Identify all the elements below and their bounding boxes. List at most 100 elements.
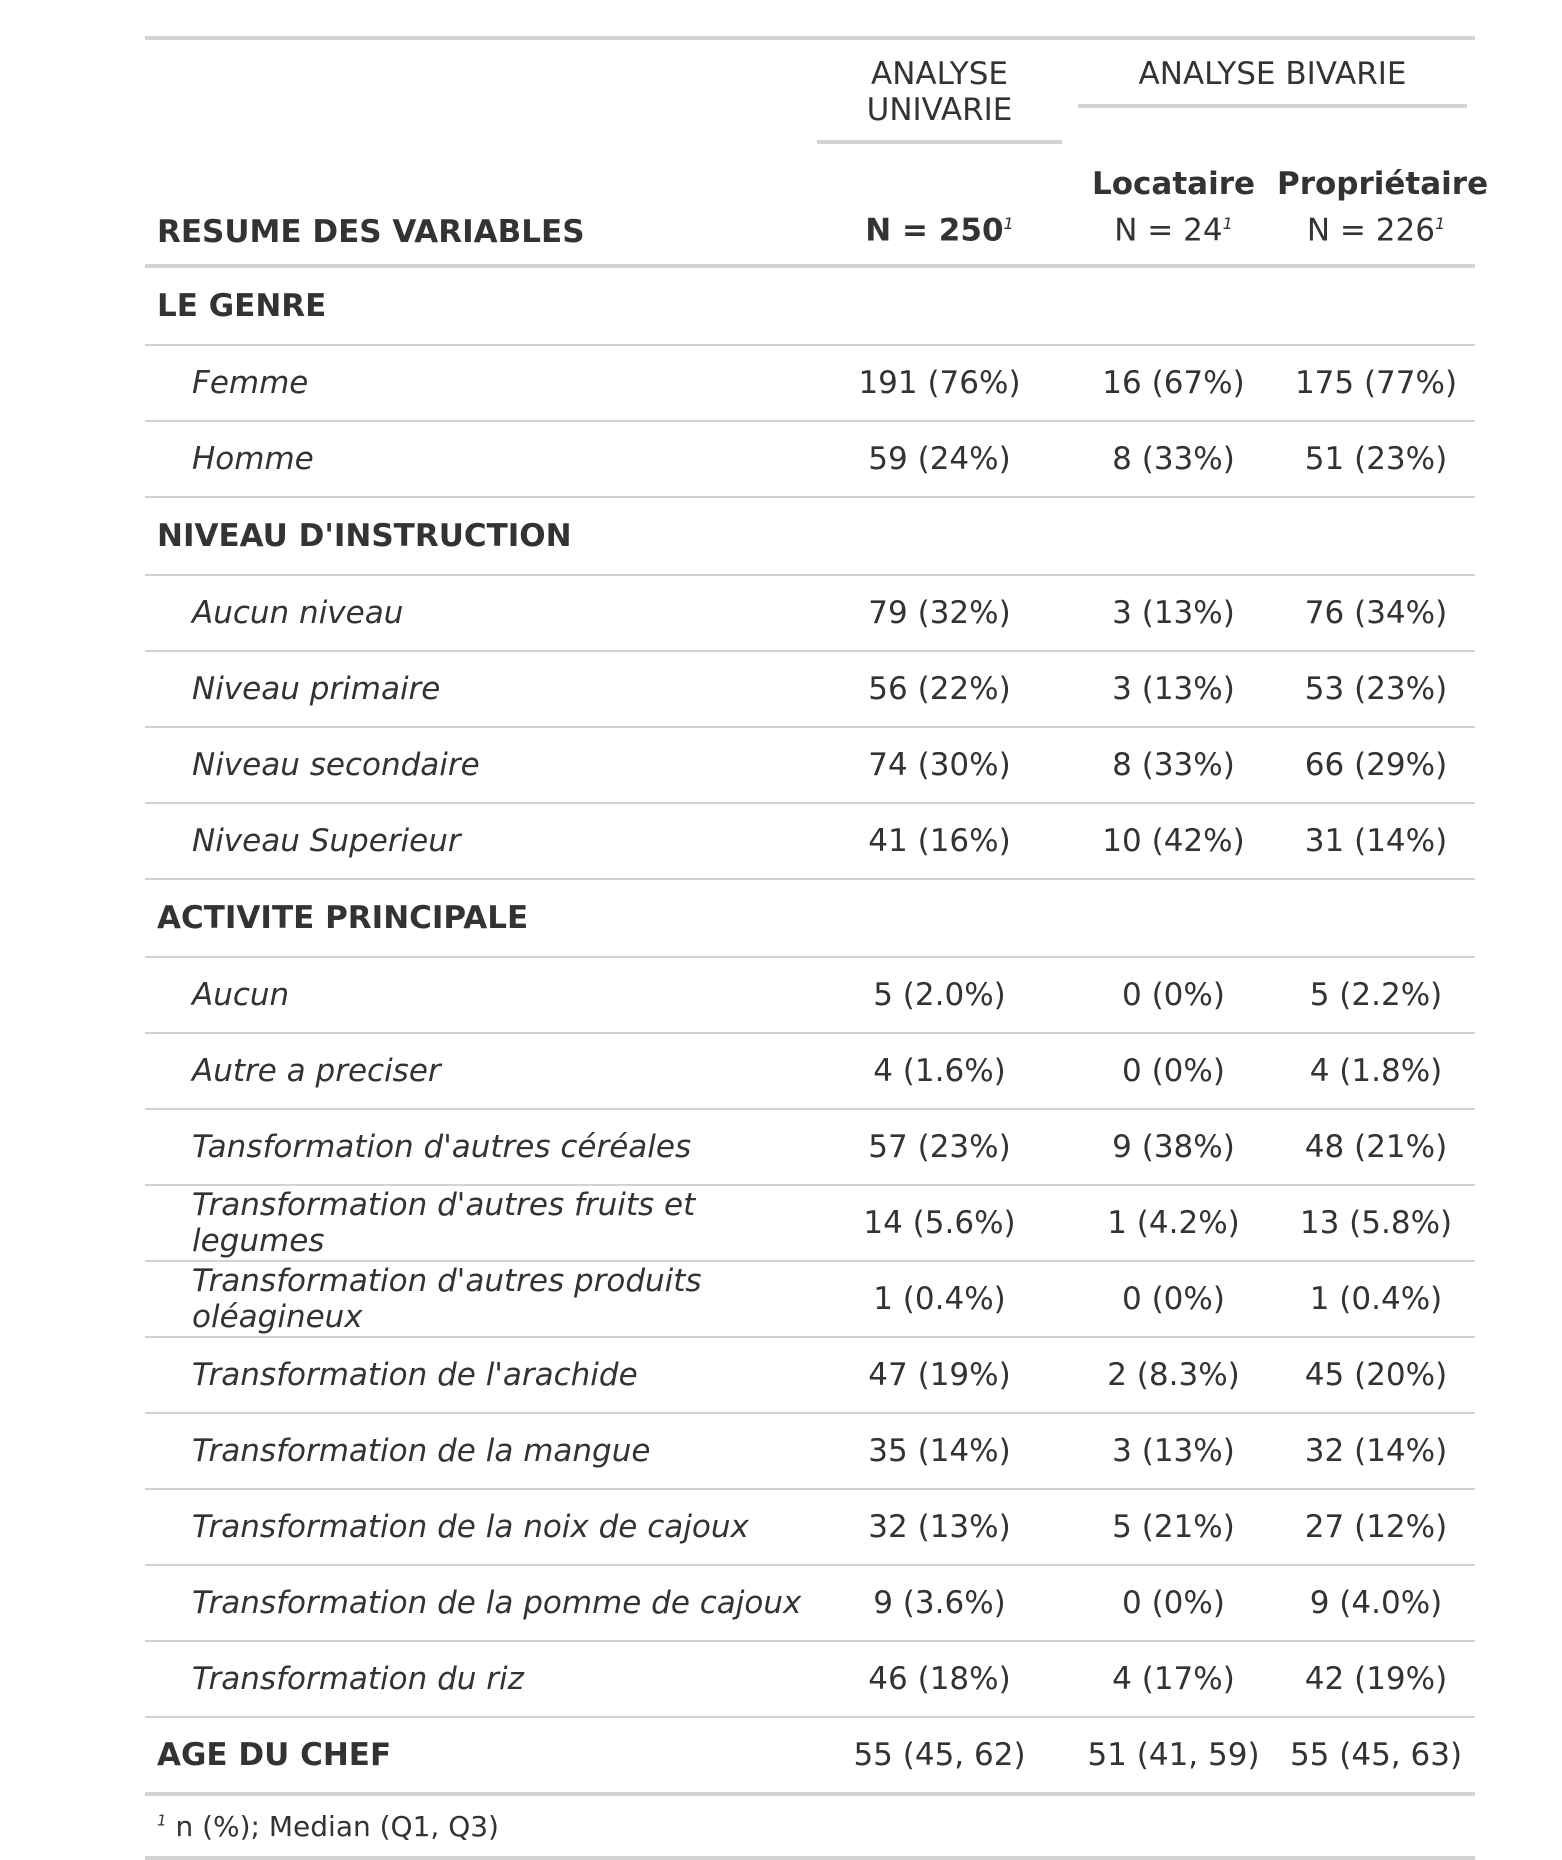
cell-proprietaire: 32 (14%) bbox=[1277, 1413, 1476, 1490]
total-n: N = 250 bbox=[865, 212, 1004, 248]
cell-locataire: 3 (13%) bbox=[1070, 1413, 1277, 1490]
summary-table: ANALYSE UNIVARIE ANALYSE BIVARIE RESUME … bbox=[145, 36, 1489, 1860]
table-row: Transformation de l'arachide 47 (19%) 2 (8… bbox=[145, 1337, 1476, 1414]
cell-proprietaire: 45 (20%) bbox=[1277, 1337, 1476, 1414]
table-row: Transformation de la pomme de cajoux 9 (3… bbox=[145, 1565, 1476, 1642]
table-row: Transformation d'autres fruits et legume… bbox=[145, 1185, 1476, 1262]
table-row: Femme 191 (76%) 16 (67%) 175 (77%) bbox=[145, 345, 1476, 422]
footnote-mark: 1 bbox=[1222, 213, 1233, 233]
group-row: ACTIVITE PRINCIPALE bbox=[145, 879, 1476, 958]
cell-total: 9 (3.6%) bbox=[809, 1565, 1070, 1642]
row-label: Aucun niveau bbox=[145, 575, 809, 652]
cell-proprietaire: 4 (1.8%) bbox=[1277, 1033, 1476, 1110]
footnote-mark: 1 bbox=[157, 1811, 167, 1830]
cell-proprietaire: 5 (2.2%) bbox=[1277, 957, 1476, 1034]
table-row: Transformation de la mangue 35 (14%) 3 (13… bbox=[145, 1413, 1476, 1490]
cell-proprietaire: 51 (23%) bbox=[1277, 421, 1476, 498]
spanner-bivariate: ANALYSE BIVARIE bbox=[1070, 36, 1476, 144]
spanner-row: ANALYSE UNIVARIE ANALYSE BIVARIE bbox=[145, 36, 1476, 144]
cell-locataire: 3 (13%) bbox=[1070, 651, 1277, 728]
group-label: NIVEAU D'INSTRUCTION bbox=[145, 497, 809, 576]
cell-locataire: 8 (33%) bbox=[1070, 421, 1277, 498]
cell-total: 79 (32%) bbox=[809, 575, 1070, 652]
cell-proprietaire: 9 (4.0%) bbox=[1277, 1565, 1476, 1642]
cell-proprietaire: 48 (21%) bbox=[1277, 1109, 1476, 1186]
table-row: Autre a preciser 4 (1.6%) 0 (0%) 4 (1.8%) bbox=[145, 1033, 1476, 1110]
footnote: 1 n (%); Median (Q1, Q3) bbox=[145, 1794, 1476, 1860]
cell-proprietaire: 1 (0.4%) bbox=[1277, 1261, 1476, 1338]
age-row: AGE DU CHEF 55 (45, 62) 51 (41, 59) 55 (… bbox=[145, 1717, 1476, 1796]
group-label: LE GENRE bbox=[145, 266, 809, 346]
row-label: AGE DU CHEF bbox=[145, 1717, 809, 1796]
cell-locataire: 51 (41, 59) bbox=[1070, 1717, 1277, 1796]
table-row: Transformation d'autres produits oléagin… bbox=[145, 1261, 1476, 1338]
cell-total: 59 (24%) bbox=[809, 421, 1070, 498]
cell-locataire: 4 (17%) bbox=[1070, 1641, 1277, 1718]
footnote-mark: 1 bbox=[1434, 213, 1446, 233]
table-row: Niveau primaire 56 (22%) 3 (13%) 53 (23%) bbox=[145, 651, 1476, 728]
table-row: Homme 59 (24%) 8 (33%) 51 (23%) bbox=[145, 421, 1476, 498]
cell-locataire: 0 (0%) bbox=[1070, 1261, 1277, 1338]
cell-total: 47 (19%) bbox=[809, 1337, 1070, 1414]
cell-proprietaire: 76 (34%) bbox=[1277, 575, 1476, 652]
row-label: Homme bbox=[145, 421, 809, 498]
row-label: Niveau primaire bbox=[145, 651, 809, 728]
cell-locataire: 1 (4.2%) bbox=[1070, 1185, 1277, 1262]
cell-proprietaire: 27 (12%) bbox=[1277, 1489, 1476, 1566]
cell-total: 5 (2.0%) bbox=[809, 957, 1070, 1034]
cell-locataire: 3 (13%) bbox=[1070, 575, 1277, 652]
cell-total: 4 (1.6%) bbox=[809, 1033, 1070, 1110]
row-label: Femme bbox=[145, 345, 809, 422]
cell-proprietaire: 55 (45, 63) bbox=[1277, 1717, 1476, 1796]
cell-total: 74 (30%) bbox=[809, 727, 1070, 804]
cell-total: 55 (45, 62) bbox=[809, 1717, 1070, 1796]
column-header-row: RESUME DES VARIABLES N = 2501 Locataire … bbox=[145, 144, 1489, 268]
table-row: Niveau secondaire 74 (30%) 8 (33%) 66 (29%) bbox=[145, 727, 1476, 804]
cell-total: 191 (76%) bbox=[809, 345, 1070, 422]
table-header: ANALYSE UNIVARIE ANALYSE BIVARIE RESUME … bbox=[145, 36, 1489, 268]
row-label: Transformation de la noix de cajoux bbox=[145, 1489, 809, 1566]
footnote-mark: 1 bbox=[1003, 213, 1014, 233]
proprietaire-label: Propriétaire bbox=[1277, 165, 1489, 202]
cell-locataire: 0 (0%) bbox=[1070, 1033, 1277, 1110]
row-label: Transformation de l'arachide bbox=[145, 1337, 809, 1414]
table-row: Aucun 5 (2.0%) 0 (0%) 5 (2.2%) bbox=[145, 957, 1476, 1034]
cell-locataire: 16 (67%) bbox=[1070, 345, 1277, 422]
cell-total: 57 (23%) bbox=[809, 1109, 1070, 1186]
cell-total: 14 (5.6%) bbox=[809, 1185, 1070, 1262]
cell-proprietaire: 53 (23%) bbox=[1277, 651, 1476, 728]
table-row: Aucun niveau 79 (32%) 3 (13%) 76 (34%) bbox=[145, 575, 1476, 652]
cell-locataire: 0 (0%) bbox=[1070, 1565, 1277, 1642]
group-label: ACTIVITE PRINCIPALE bbox=[145, 879, 809, 958]
cell-total: 35 (14%) bbox=[809, 1413, 1070, 1490]
cell-total: 32 (13%) bbox=[809, 1489, 1070, 1566]
spanner-univariate: ANALYSE UNIVARIE bbox=[809, 36, 1070, 144]
cell-proprietaire: 175 (77%) bbox=[1277, 345, 1476, 422]
row-label: Aucun bbox=[145, 957, 809, 1034]
cell-locataire: 8 (33%) bbox=[1070, 727, 1277, 804]
row-label: Tansformation d'autres céréales bbox=[145, 1109, 809, 1186]
table-row: Transformation de la noix de cajoux 32 (1… bbox=[145, 1489, 1476, 1566]
footnote-row: 1 n (%); Median (Q1, Q3) bbox=[145, 1794, 1476, 1860]
cell-locataire: 9 (38%) bbox=[1070, 1109, 1277, 1186]
stub-header: RESUME DES VARIABLES bbox=[145, 144, 809, 268]
row-label: Niveau Superieur bbox=[145, 803, 809, 880]
cell-proprietaire: 31 (14%) bbox=[1277, 803, 1476, 880]
table-body: LE GENRE Femme 191 (76%) 16 (67%) 175 (77%) H… bbox=[145, 266, 1476, 1796]
row-label: Niveau secondaire bbox=[145, 727, 809, 804]
cell-proprietaire: 13 (5.8%) bbox=[1277, 1185, 1476, 1262]
row-label: Transformation de la mangue bbox=[145, 1413, 809, 1490]
col-header-locataire: Locataire N = 241 bbox=[1070, 144, 1277, 268]
cell-locataire: 2 (8.3%) bbox=[1070, 1337, 1277, 1414]
cell-proprietaire: 42 (19%) bbox=[1277, 1641, 1476, 1718]
cell-locataire: 5 (21%) bbox=[1070, 1489, 1277, 1566]
group-row: NIVEAU D'INSTRUCTION bbox=[145, 497, 1476, 576]
row-label: Transformation d'autres produits oléagin… bbox=[145, 1261, 809, 1338]
cell-total: 41 (16%) bbox=[809, 803, 1070, 880]
row-label: Transformation d'autres fruits et legume… bbox=[145, 1185, 809, 1262]
col-header-total: N = 2501 bbox=[809, 144, 1070, 268]
group-row: LE GENRE bbox=[145, 266, 1476, 346]
cell-locataire: 10 (42%) bbox=[1070, 803, 1277, 880]
locataire-n: N = 24 bbox=[1114, 212, 1223, 248]
proprietaire-n: N = 226 bbox=[1306, 212, 1435, 248]
